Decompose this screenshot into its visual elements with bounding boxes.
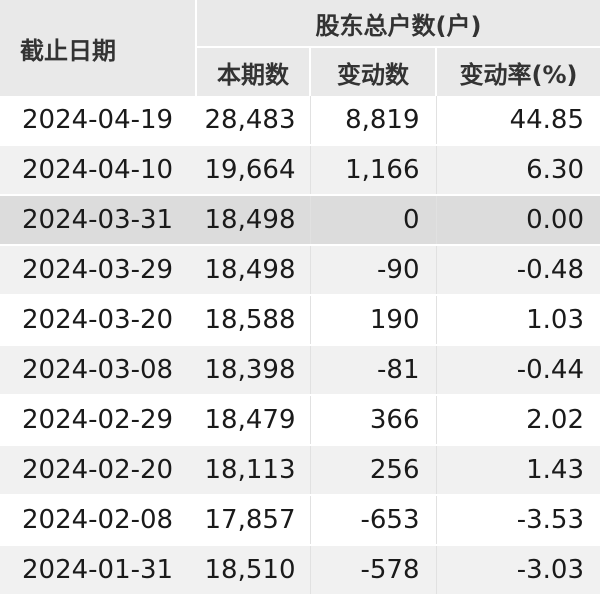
cell-current: 18,498 bbox=[196, 245, 311, 296]
cell-rate: -3.53 bbox=[436, 495, 600, 546]
table-row: 2024-04-10 19,664 1,166 6.30 bbox=[0, 145, 600, 196]
table-header: 截止日期 股东总户数(户) 本期数 变动数 变动率(%) bbox=[0, 0, 600, 96]
cell-current: 18,498 bbox=[196, 195, 311, 246]
cell-date: 2024-03-29 bbox=[0, 245, 196, 296]
cell-date: 2024-02-29 bbox=[0, 395, 196, 446]
cell-current: 19,664 bbox=[196, 145, 311, 196]
cell-current: 17,857 bbox=[196, 495, 311, 546]
header-rate: 变动率(%) bbox=[436, 47, 600, 96]
cell-date: 2024-03-20 bbox=[0, 295, 196, 346]
cell-rate: -0.44 bbox=[436, 345, 600, 396]
table-row: 2024-04-19 28,483 8,819 44.85 bbox=[0, 96, 600, 146]
cell-current: 28,483 bbox=[196, 96, 311, 146]
cell-rate: 44.85 bbox=[436, 96, 600, 146]
cell-date: 2024-04-10 bbox=[0, 145, 196, 196]
header-current: 本期数 bbox=[196, 47, 311, 96]
cell-rate: 2.02 bbox=[436, 395, 600, 446]
cell-change: -81 bbox=[310, 345, 437, 396]
cell-change: 190 bbox=[310, 295, 437, 346]
cell-current: 18,588 bbox=[196, 295, 311, 346]
table-row: 2024-02-08 17,857 -653 -3.53 bbox=[0, 495, 600, 546]
cell-rate: 1.03 bbox=[436, 295, 600, 346]
cell-date: 2024-01-31 bbox=[0, 545, 196, 596]
cell-current: 18,398 bbox=[196, 345, 311, 396]
cell-current: 18,113 bbox=[196, 445, 311, 496]
table-row-highlighted: 2024-03-31 18,498 0 0.00 bbox=[0, 195, 600, 246]
cell-change: 366 bbox=[310, 395, 437, 446]
cell-current: 18,510 bbox=[196, 545, 311, 596]
cell-current: 18,479 bbox=[196, 395, 311, 446]
header-date: 截止日期 bbox=[0, 0, 197, 96]
table-row: 2024-03-20 18,588 190 1.03 bbox=[0, 295, 600, 346]
table-row: 2024-02-20 18,113 256 1.43 bbox=[0, 445, 600, 496]
cell-date: 2024-03-31 bbox=[0, 195, 196, 246]
cell-change: 8,819 bbox=[310, 96, 437, 146]
table-row: 2024-01-31 18,510 -578 -3.03 bbox=[0, 545, 600, 596]
cell-rate: 0.00 bbox=[436, 195, 600, 246]
table-row: 2024-03-29 18,498 -90 -0.48 bbox=[0, 245, 600, 296]
header-change: 变动数 bbox=[310, 47, 437, 96]
cell-date: 2024-04-19 bbox=[0, 96, 196, 146]
cell-rate: -3.03 bbox=[436, 545, 600, 596]
cell-change: -90 bbox=[310, 245, 437, 296]
table-row: 2024-03-08 18,398 -81 -0.44 bbox=[0, 345, 600, 396]
table-row: 2024-02-29 18,479 366 2.02 bbox=[0, 395, 600, 446]
cell-rate: 6.30 bbox=[436, 145, 600, 196]
cell-change: -653 bbox=[310, 495, 437, 546]
cell-date: 2024-02-08 bbox=[0, 495, 196, 546]
cell-change: 256 bbox=[310, 445, 437, 496]
cell-change: -578 bbox=[310, 545, 437, 596]
cell-rate: -0.48 bbox=[436, 245, 600, 296]
cell-date: 2024-02-20 bbox=[0, 445, 196, 496]
cell-change: 0 bbox=[310, 195, 437, 246]
cell-rate: 1.43 bbox=[436, 445, 600, 496]
cell-change: 1,166 bbox=[310, 145, 437, 196]
header-shareholder-group: 股东总户数(户) bbox=[196, 0, 600, 48]
table-body: 2024-04-19 28,483 8,819 44.85 2024-04-10… bbox=[0, 96, 600, 596]
cell-date: 2024-03-08 bbox=[0, 345, 196, 396]
